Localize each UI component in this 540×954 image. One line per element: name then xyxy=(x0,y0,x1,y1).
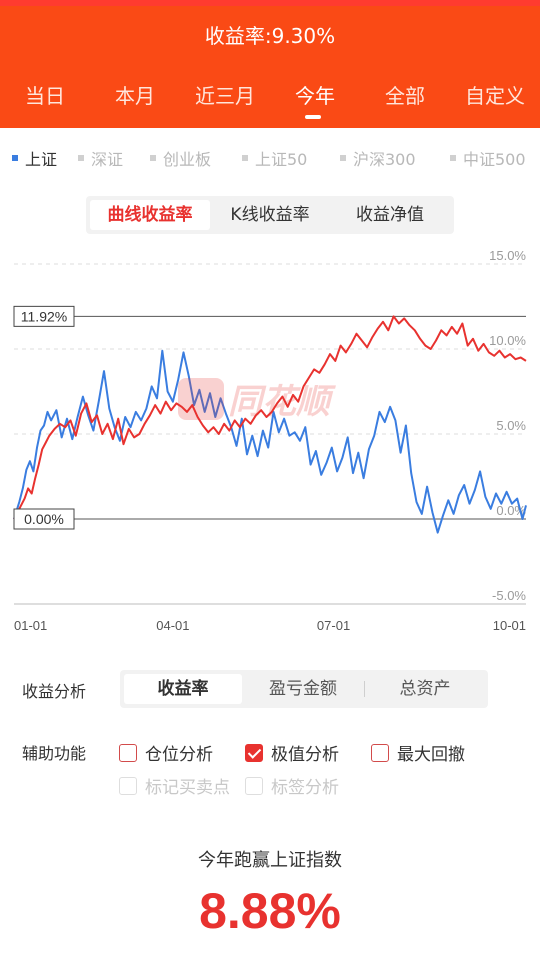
kline-return-option[interactable]: K线收益率 xyxy=(230,205,310,225)
checkbox-icon xyxy=(119,776,137,795)
header-bar: 收益率:9.30% 当日 本月 近三月 今年 全部 自定义 xyxy=(0,0,540,128)
index-label: 中证500 xyxy=(463,150,526,169)
aux-label: 辅助功能 xyxy=(22,744,87,763)
y-tick-label: 10.0% xyxy=(489,333,526,348)
analysis-switch: 收益率 盈亏金额 总资产 xyxy=(120,670,488,708)
max-drawdown-checkbox[interactable]: 最大回撤 xyxy=(371,740,465,765)
legend-square-icon xyxy=(150,155,156,161)
y-tick-label: 5.0% xyxy=(496,418,526,433)
max-marker-box xyxy=(13,305,75,327)
checkbox-label: 最大回撤 xyxy=(397,745,465,765)
analysis-label: 收益分析 xyxy=(22,682,87,701)
curve-mode-switch: 曲线收益率 K线收益率 收益净值 xyxy=(86,196,454,234)
index-label: 上证50 xyxy=(255,150,308,169)
tab-this-year[interactable]: 今年 xyxy=(295,84,335,108)
series-line-portfolio xyxy=(13,315,527,520)
extreme-value-checkbox[interactable]: 极值分析 xyxy=(245,740,339,765)
legend-square-icon xyxy=(450,155,456,161)
index-csi300[interactable]: 沪深300 xyxy=(340,146,416,170)
net-value-option[interactable]: 收益净值 xyxy=(356,205,424,225)
tab-this-month[interactable]: 本月 xyxy=(115,84,155,108)
y-tick-label: 15.0% xyxy=(489,248,526,263)
checkbox-label: 极值分析 xyxy=(271,745,339,765)
period-tabs: 当日 本月 近三月 今年 全部 自定义 xyxy=(0,80,540,114)
index-label: 深证 xyxy=(91,150,124,169)
checkbox-icon xyxy=(371,743,389,762)
watermark-logo-icon xyxy=(178,377,224,420)
tab-custom[interactable]: 自定义 xyxy=(465,84,525,108)
checkbox-label: 标签分析 xyxy=(271,778,339,798)
index-csi500[interactable]: 中证500 xyxy=(450,146,526,170)
checkbox-icon xyxy=(119,743,137,762)
legend-square-icon xyxy=(340,155,346,161)
index-shanghai[interactable]: 上证 xyxy=(12,146,57,170)
tab-last-three-months[interactable]: 近三月 xyxy=(195,84,255,108)
header-topline xyxy=(0,0,540,6)
checkbox-icon xyxy=(245,776,263,795)
tag-analysis-checkbox[interactable]: 标签分析 xyxy=(245,773,339,798)
x-tick-label: 10-01 xyxy=(493,618,526,633)
analysis-return-option[interactable]: 收益率 xyxy=(124,674,242,704)
index-selector: 上证 深证 创业板 上证50 沪深300 中证500 xyxy=(0,146,540,170)
curve-return-option[interactable]: 曲线收益率 xyxy=(90,200,210,230)
return-chart[interactable]: 15.0% 10.0% 5.0% 0.0% -5.0% 01-01 04-01 07-01 10… xyxy=(0,240,540,640)
index-sse50[interactable]: 上证50 xyxy=(242,146,307,170)
max-marker-label: 11.92% xyxy=(21,308,67,324)
tab-today[interactable]: 当日 xyxy=(25,84,65,108)
summary-label: 今年跑赢上证指数 xyxy=(198,850,342,871)
watermark-text: 同花顺 xyxy=(228,382,330,422)
checkbox-checked-icon xyxy=(245,743,263,762)
legend-square-icon xyxy=(12,155,18,161)
return-rate-title: 收益率:9.30% xyxy=(204,24,336,48)
min-marker-box xyxy=(13,508,75,530)
summary-value: 8.88% xyxy=(199,883,341,939)
position-analysis-checkbox[interactable]: 仓位分析 xyxy=(119,740,213,765)
watermark: 同花顺 xyxy=(178,374,330,423)
analysis-assets-option[interactable]: 总资产 xyxy=(399,679,451,699)
index-chinext[interactable]: 创业板 xyxy=(150,146,211,170)
x-tick-label: 07-01 xyxy=(317,618,350,633)
index-label: 沪深300 xyxy=(353,150,416,169)
analysis-pnl-option[interactable]: 盈亏金额 xyxy=(269,679,337,699)
index-shenzhen[interactable]: 深证 xyxy=(78,146,123,170)
y-tick-label: -5.0% xyxy=(492,588,526,603)
legend-square-icon xyxy=(78,155,84,161)
active-tab-indicator xyxy=(305,115,321,119)
legend-square-icon xyxy=(242,155,248,161)
tab-all[interactable]: 全部 xyxy=(385,84,425,108)
trade-marks-checkbox[interactable]: 标记买卖点 xyxy=(119,773,230,798)
chart-canvas: 15.0%10.0%5.0%0.0%-5.0%01-01 04-01 07-01 10… xyxy=(13,248,527,633)
index-label: 上证 xyxy=(25,150,58,169)
index-label: 创业板 xyxy=(163,150,212,169)
segment-divider xyxy=(364,681,365,697)
checkbox-label: 标记买卖点 xyxy=(145,778,230,798)
series-line-index xyxy=(13,349,527,534)
x-tick-label: 01-01 xyxy=(14,618,47,633)
min-marker-label: 0.00% xyxy=(24,511,64,527)
checkbox-label: 仓位分析 xyxy=(145,745,213,765)
x-tick-label: 04-01 xyxy=(156,618,189,633)
